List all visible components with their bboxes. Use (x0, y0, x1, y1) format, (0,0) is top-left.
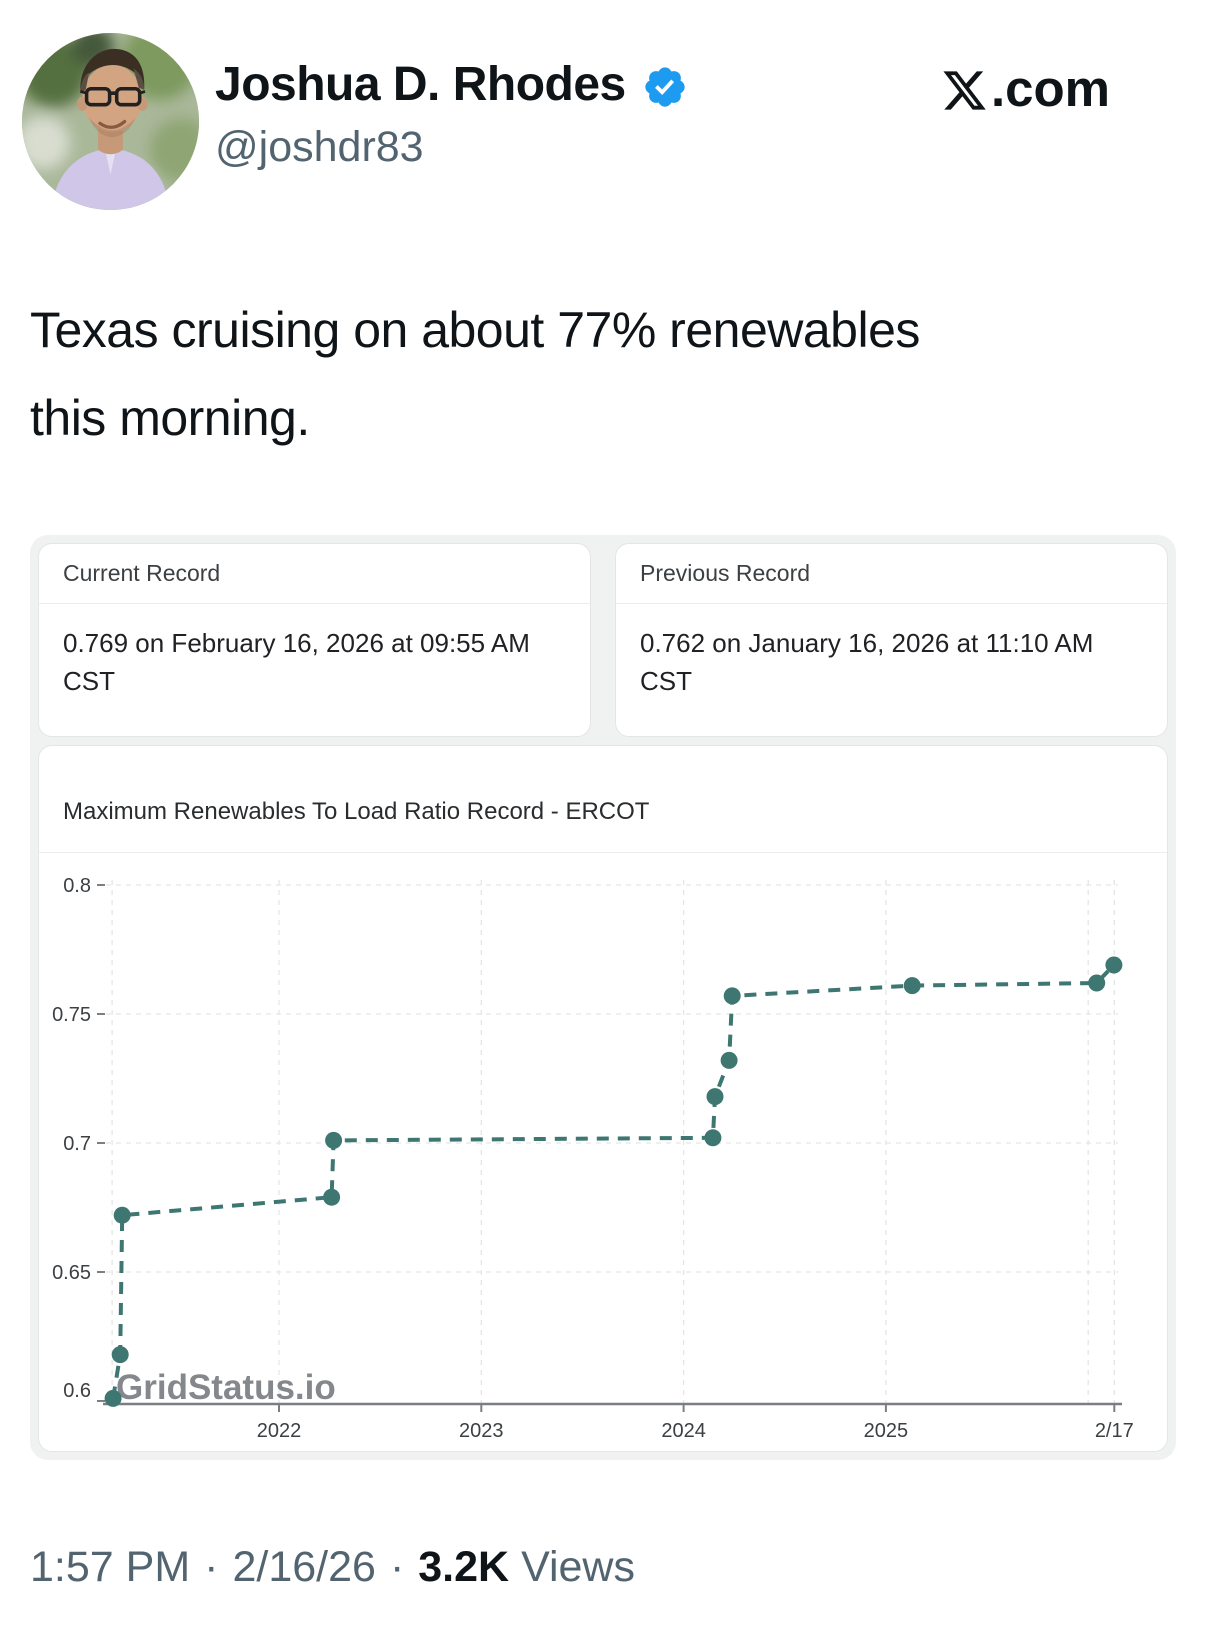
views-count: 3.2K (418, 1543, 510, 1591)
svg-text:0.75: 0.75 (52, 1004, 91, 1026)
avatar[interactable] (22, 33, 199, 210)
svg-text:2023: 2023 (459, 1420, 504, 1442)
previous-record-card: Previous Record 0.762 on January 16, 202… (615, 543, 1168, 737)
current-record-title: Current Record (39, 544, 590, 604)
avatar-photo-illustration (22, 33, 199, 210)
svg-text:0.8: 0.8 (63, 875, 91, 897)
separator-dot: · (389, 1543, 405, 1591)
svg-text:0.65: 0.65 (52, 1262, 91, 1284)
chart-title: Maximum Renewables To Load Ratio Record … (63, 798, 650, 825)
tweet-text-line-1: Texas cruising on about 77% renewables (30, 302, 920, 358)
tweet-text-line-2: this morning. (30, 390, 310, 446)
current-record-card: Current Record 0.769 on February 16, 202… (38, 543, 591, 737)
chart-card: Maximum Renewables To Load Ratio Record … (38, 745, 1168, 1452)
site-label[interactable]: .com (941, 59, 1110, 118)
x-logo-icon (943, 71, 986, 110)
display-name[interactable]: Joshua D. Rhodes (215, 58, 626, 111)
svg-text:0.6: 0.6 (63, 1380, 91, 1402)
tweet-date: 2/16/26 (232, 1543, 376, 1591)
current-record-value: 0.769 on February 16, 2026 at 09:55 AM C… (63, 628, 530, 696)
svg-text:GridStatus.io: GridStatus.io (116, 1368, 336, 1407)
previous-record-title: Previous Record (616, 544, 1167, 604)
user-handle[interactable]: @joshdr83 (215, 123, 424, 171)
separator-dot: · (204, 1543, 219, 1591)
svg-text:0.7: 0.7 (63, 1133, 91, 1155)
gridstatus-widget[interactable]: Current Record 0.769 on February 16, 202… (30, 535, 1176, 1460)
previous-record-value: 0.762 on January 16, 2026 at 11:10 AM CS… (640, 628, 1094, 696)
tweet-header: Joshua D. Rhodes @joshdr83 .com (22, 33, 1176, 213)
svg-text:2024: 2024 (661, 1420, 706, 1442)
tweet-text: Texas cruising on about 77% renewables t… (30, 286, 920, 462)
tweet-time: 1:57 PM (30, 1543, 191, 1591)
site-suffix: .com (990, 60, 1110, 117)
svg-text:2/17: 2/17 (1095, 1420, 1134, 1442)
svg-text:2025: 2025 (864, 1420, 909, 1442)
views-label: Views (521, 1543, 635, 1591)
record-cards-row: Current Record 0.769 on February 16, 202… (38, 543, 1168, 737)
renewables-chart: 2022 2023 2024 2025 2/17 0.6 0.65 0.7 0.75 0.8 Gri… (52, 875, 1134, 1442)
tweet-meta: 1:57 PM · 2/16/26 · 3.2K Views (30, 1543, 635, 1592)
svg-text:2022: 2022 (257, 1420, 302, 1442)
chart-header: Maximum Renewables To Load Ratio Record … (39, 746, 1167, 853)
verified-badge-icon (645, 66, 685, 107)
chart-area: 2022 2023 2024 2025 2/17 0.6 0.65 0.7 0.75 0.8 Gri… (39, 853, 1167, 1451)
